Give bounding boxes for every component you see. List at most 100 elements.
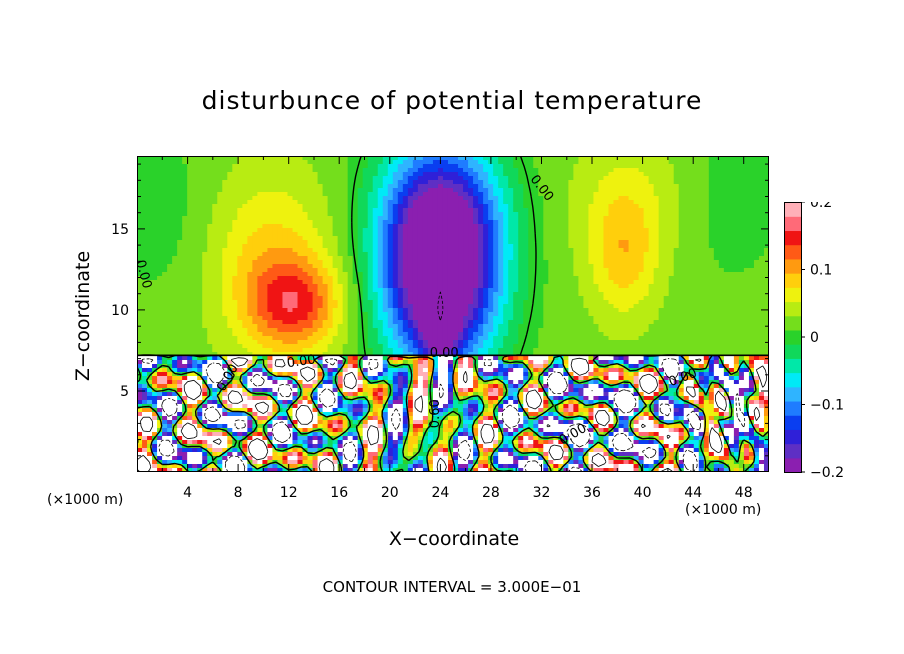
field-cell bbox=[473, 252, 479, 257]
field-cell bbox=[573, 240, 579, 245]
field-cell bbox=[442, 172, 449, 177]
field-cell bbox=[287, 200, 294, 205]
field-cell bbox=[187, 212, 193, 217]
field-cell bbox=[142, 232, 148, 237]
field-cell bbox=[623, 300, 630, 305]
field-cell bbox=[683, 304, 690, 309]
field-cell bbox=[578, 244, 585, 249]
field-cell bbox=[237, 304, 243, 309]
field-cell bbox=[608, 176, 615, 181]
field-cell bbox=[748, 260, 755, 265]
field-cell bbox=[362, 296, 369, 301]
field-cell bbox=[162, 228, 168, 233]
field-cell bbox=[708, 212, 715, 217]
field-cell bbox=[252, 284, 258, 289]
field-cell bbox=[733, 208, 740, 213]
field-cell bbox=[688, 164, 695, 169]
field-cell bbox=[282, 260, 289, 265]
field-cell bbox=[332, 268, 339, 273]
field-cell bbox=[473, 212, 479, 217]
field-cell bbox=[232, 280, 238, 285]
field-cell bbox=[262, 216, 269, 221]
field-cell bbox=[402, 192, 409, 197]
field-cell bbox=[447, 204, 454, 209]
field-cell bbox=[553, 252, 559, 257]
field-cell bbox=[322, 272, 329, 277]
field-cell bbox=[588, 204, 595, 209]
field-cell bbox=[683, 192, 690, 197]
field-cell bbox=[698, 200, 705, 205]
field-cell bbox=[623, 192, 630, 197]
field-cell bbox=[698, 256, 705, 261]
field-cell bbox=[412, 176, 419, 181]
field-cell bbox=[347, 272, 354, 277]
field-cell bbox=[708, 156, 715, 161]
field-cell bbox=[302, 188, 309, 193]
field-cell bbox=[177, 204, 183, 209]
field-cell bbox=[678, 188, 685, 193]
field-cell bbox=[342, 236, 349, 241]
field-cell bbox=[157, 216, 163, 221]
field-cell bbox=[468, 244, 474, 249]
field-cell bbox=[723, 252, 730, 257]
field-cell bbox=[643, 160, 650, 165]
field-cell bbox=[528, 296, 534, 301]
field-cell bbox=[553, 164, 559, 169]
field-cell bbox=[543, 284, 549, 289]
field-cell bbox=[628, 240, 635, 245]
field-cell bbox=[753, 156, 760, 161]
field-cell bbox=[618, 300, 625, 305]
field-cell bbox=[678, 292, 685, 297]
field-cell bbox=[488, 300, 494, 305]
field-cell bbox=[493, 208, 499, 213]
field-cell bbox=[317, 232, 324, 237]
field-cell bbox=[442, 288, 449, 293]
field-cell bbox=[172, 240, 178, 245]
field-cell bbox=[488, 308, 494, 313]
field-cell bbox=[417, 208, 424, 213]
field-cell bbox=[242, 240, 248, 245]
field-cell bbox=[372, 188, 379, 193]
field-cell bbox=[503, 256, 509, 261]
field-cell bbox=[608, 172, 615, 177]
field-cell bbox=[417, 292, 424, 297]
field-cell bbox=[177, 248, 183, 253]
field-cell bbox=[483, 252, 489, 257]
field-cell bbox=[312, 264, 319, 269]
field-cell bbox=[748, 184, 755, 189]
field-cell bbox=[332, 208, 339, 213]
field-cell bbox=[217, 196, 223, 201]
field-cell bbox=[342, 168, 349, 173]
field-cell bbox=[748, 296, 755, 301]
field-cell bbox=[698, 168, 705, 173]
field-cell bbox=[372, 232, 379, 237]
field-cell bbox=[237, 312, 243, 317]
field-cell bbox=[247, 212, 253, 217]
field-cell bbox=[668, 176, 675, 181]
field-cell bbox=[292, 228, 299, 233]
field-cell bbox=[182, 300, 188, 305]
field-cell bbox=[723, 288, 730, 293]
field-cell bbox=[703, 260, 710, 265]
field-cell bbox=[503, 236, 509, 241]
field-cell bbox=[307, 284, 314, 289]
field-cell bbox=[427, 236, 434, 241]
field-cell bbox=[227, 312, 233, 317]
field-cell bbox=[272, 228, 279, 233]
field-cell bbox=[417, 300, 424, 305]
field-cell bbox=[673, 276, 680, 281]
field-cell bbox=[302, 256, 309, 261]
field-cell bbox=[227, 168, 233, 173]
field-cell bbox=[142, 292, 148, 297]
field-cell bbox=[518, 216, 524, 221]
field-cell bbox=[387, 228, 394, 233]
field-cell bbox=[498, 268, 504, 273]
field-cell bbox=[503, 272, 509, 277]
field-cell bbox=[743, 184, 750, 189]
field-cell bbox=[302, 216, 309, 221]
field-cell bbox=[362, 212, 369, 217]
field-cell bbox=[748, 308, 755, 313]
field-cell bbox=[147, 216, 153, 221]
field-cell bbox=[543, 296, 549, 301]
field-cell bbox=[633, 280, 640, 285]
